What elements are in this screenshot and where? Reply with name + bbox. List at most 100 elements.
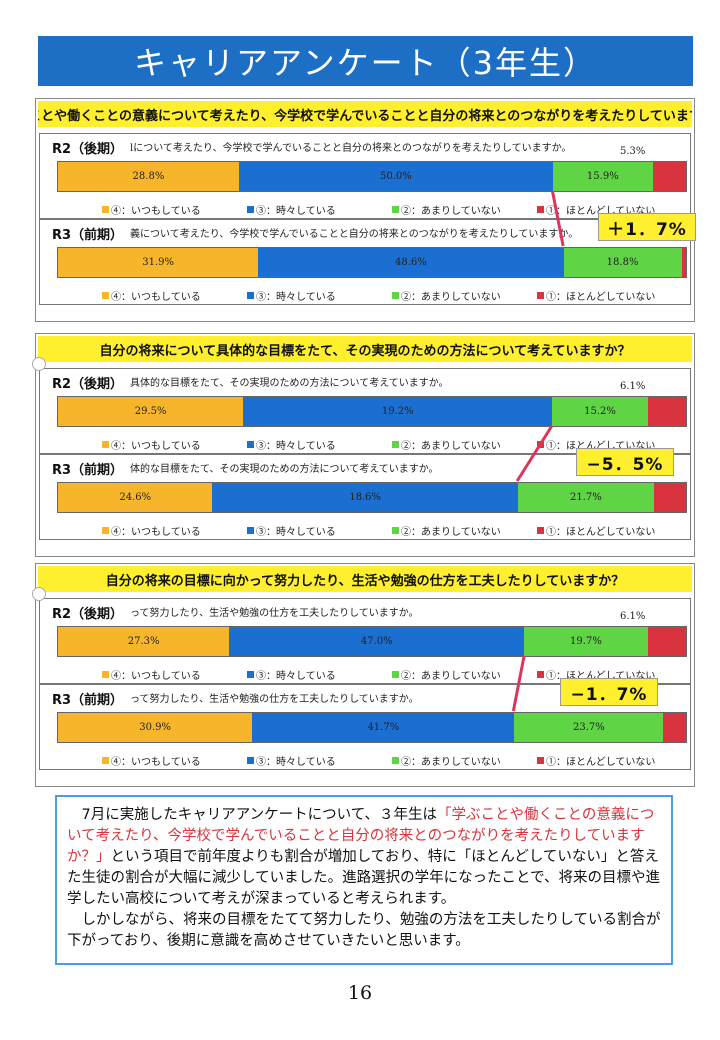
- bar-segment: 30.9%: [58, 713, 253, 742]
- legend-label: ③：時々している: [256, 756, 336, 768]
- legend-item: ④：いつもしている: [102, 436, 247, 452]
- legend-item: ④：いつもしている: [102, 666, 247, 682]
- legend-swatch: [102, 526, 109, 534]
- stacked-bar: 29.5% 19.2% 15.2%: [57, 396, 687, 427]
- data-label: 6.1%: [620, 611, 646, 622]
- legend-item: ①：ほとんどしていない: [537, 752, 682, 768]
- question-title: 自分の将来について具体的な目標をたて、その実現のための方法について考えていますか…: [38, 336, 692, 362]
- stacked-bar: 27.3% 47.0% 19.7%: [57, 626, 687, 657]
- legend-label: ③：時々している: [256, 440, 336, 452]
- data-label: 30.9%: [139, 722, 172, 733]
- chart-section: 自分の将来の目標に向かって努力したり、生活や勉強の仕方を工夫したりしていますか？…: [35, 563, 695, 787]
- period-label: R3（前期）: [52, 228, 124, 243]
- legend: ④：いつもしている ③：時々している ②：あまりしていない ①：ほとんどしていない: [102, 752, 682, 768]
- bar-segment: 29.5%: [58, 397, 244, 426]
- legend-item: ③：時々している: [247, 287, 392, 303]
- data-label: 21.7%: [569, 492, 602, 503]
- legend-item: ④：いつもしている: [102, 201, 247, 217]
- legend-item: ③：時々している: [247, 752, 392, 768]
- legend-item: ②：あまりしていない: [392, 522, 537, 538]
- legend-label: ②：あまりしていない: [401, 440, 501, 452]
- legend-item: ③：時々している: [247, 201, 392, 217]
- legend-label: ①：ほとんどしていない: [546, 440, 656, 452]
- question-title: 学ぶことや働くことの意義について考えたり、今学校で学んでいることと自分の将来との…: [38, 101, 692, 127]
- bar-segment: [653, 483, 687, 512]
- legend: ④：いつもしている ③：時々している ②：あまりしていない ①：ほとんどしていない: [102, 522, 682, 538]
- data-label: 6.1%: [620, 381, 646, 392]
- legend-label: ③：時々している: [256, 205, 336, 217]
- bar-segment: [647, 397, 686, 426]
- legend-swatch: [247, 756, 254, 764]
- legend-item: ①：ほとんどしていない: [537, 201, 682, 217]
- legend-label: ①：ほとんどしていない: [546, 526, 656, 538]
- data-label: 48.6%: [395, 257, 427, 268]
- row-question-text: って努力したり、生活や勉強の仕方を工夫したりしていますか。: [130, 694, 419, 705]
- legend-label: ②：あまりしていない: [401, 670, 501, 682]
- data-label: 18.6%: [349, 492, 381, 503]
- row-question-text: って努力したり、生活や勉強の仕方を工夫したりしていますか。: [130, 608, 419, 619]
- data-label: 47.0%: [360, 636, 393, 647]
- data-label: 15.9%: [586, 171, 619, 182]
- legend-item: ④：いつもしている: [102, 287, 247, 303]
- row-question-text: 義について考えたり、今学校で学んでいることと自分の将来とのつながりを考えたりして…: [130, 229, 579, 240]
- legend-label: ④：いつもしている: [111, 205, 201, 217]
- legend-item: ④：いつもしている: [102, 752, 247, 768]
- bar-segment: 18.6%: [212, 483, 518, 512]
- legend-label: ④：いつもしている: [111, 440, 201, 452]
- bar-segment: 50.0%: [238, 162, 553, 191]
- legend-swatch: [247, 291, 254, 299]
- period-block: R3（前期） 義について考えたり、今学校で学んでいることと自分の将来とのつながりを…: [39, 219, 691, 305]
- bar-segment: 24.6%: [58, 483, 213, 512]
- bar-segment: 19.2%: [243, 397, 553, 426]
- legend: ④：いつもしている ③：時々している ②：あまりしていない ①：ほとんどしていない: [102, 201, 682, 217]
- legend-swatch: [102, 670, 109, 678]
- legend-item: ②：あまりしていない: [392, 201, 537, 217]
- legend-label: ②：あまりしていない: [401, 756, 501, 768]
- row-question-text: 体的な目標をたて、その実現のための方法について考えていますか。: [130, 464, 439, 475]
- binder-hole: [32, 357, 46, 371]
- chart-section: 自分の将来について具体的な目標をたて、その実現のための方法について考えていますか…: [35, 333, 695, 557]
- bar-segment: 15.9%: [552, 162, 653, 191]
- legend-swatch: [392, 291, 399, 299]
- bar-segment: [681, 248, 686, 277]
- legend: ④：いつもしている ③：時々している ②：あまりしていない ①：ほとんどしていない: [102, 287, 682, 303]
- legend-swatch: [537, 205, 544, 213]
- bar-segment: 27.3%: [58, 627, 230, 656]
- legend-swatch: [102, 440, 109, 448]
- legend-swatch: [247, 670, 254, 678]
- binder-hole: [32, 587, 46, 601]
- legend-label: ③：時々している: [256, 291, 336, 303]
- legend-item: ①：ほとんどしていない: [537, 287, 682, 303]
- bar-segment: 31.9%: [58, 248, 259, 277]
- legend-label: ④：いつもしている: [111, 670, 201, 682]
- bar-segment: 28.8%: [58, 162, 239, 191]
- legend-item: ①：ほとんどしていない: [537, 522, 682, 538]
- legend-label: ①：ほとんどしていない: [546, 756, 656, 768]
- legend-swatch: [537, 291, 544, 299]
- bar-segment: 23.7%: [514, 713, 664, 742]
- bar-segment: 21.7%: [517, 483, 654, 512]
- period-label: R2（後期）: [52, 607, 124, 622]
- bar-segment: 15.2%: [552, 397, 648, 426]
- legend-swatch: [102, 291, 109, 299]
- bar-segment: [647, 627, 686, 656]
- legend-item: ②：あまりしていない: [392, 752, 537, 768]
- bar-segment: 19.7%: [524, 627, 648, 656]
- legend-swatch: [537, 756, 544, 764]
- bar-segment: [652, 162, 686, 191]
- stacked-bar: 31.9% 48.6% 18.8%: [57, 247, 687, 278]
- summary-text: という項目で前年度よりも割合が増加しており、特に「ほとんどしていない」と答えた生…: [67, 849, 661, 907]
- legend-label: ①：ほとんどしていない: [546, 291, 656, 303]
- legend-item: ④：いつもしている: [102, 522, 247, 538]
- legend-swatch: [537, 440, 544, 448]
- legend-item: ②：あまりしていない: [392, 436, 537, 452]
- row-question-text: 具体的な目標をたて、その実現のための方法について考えていますか。: [130, 378, 449, 389]
- period-block: R2（後期） lについて考えたり、今学校で学んでいることと自分の将来とのつながりを…: [39, 133, 691, 219]
- period-label: R3（前期）: [52, 463, 124, 478]
- chart-section: 学ぶことや働くことの意義について考えたり、今学校で学んでいることと自分の将来との…: [35, 98, 696, 322]
- legend-label: ④：いつもしている: [111, 291, 201, 303]
- legend-item: ③：時々している: [247, 522, 392, 538]
- legend-swatch: [102, 205, 109, 213]
- data-label: 28.8%: [132, 171, 165, 182]
- legend: ④：いつもしている ③：時々している ②：あまりしていない ①：ほとんどしていない: [102, 666, 682, 682]
